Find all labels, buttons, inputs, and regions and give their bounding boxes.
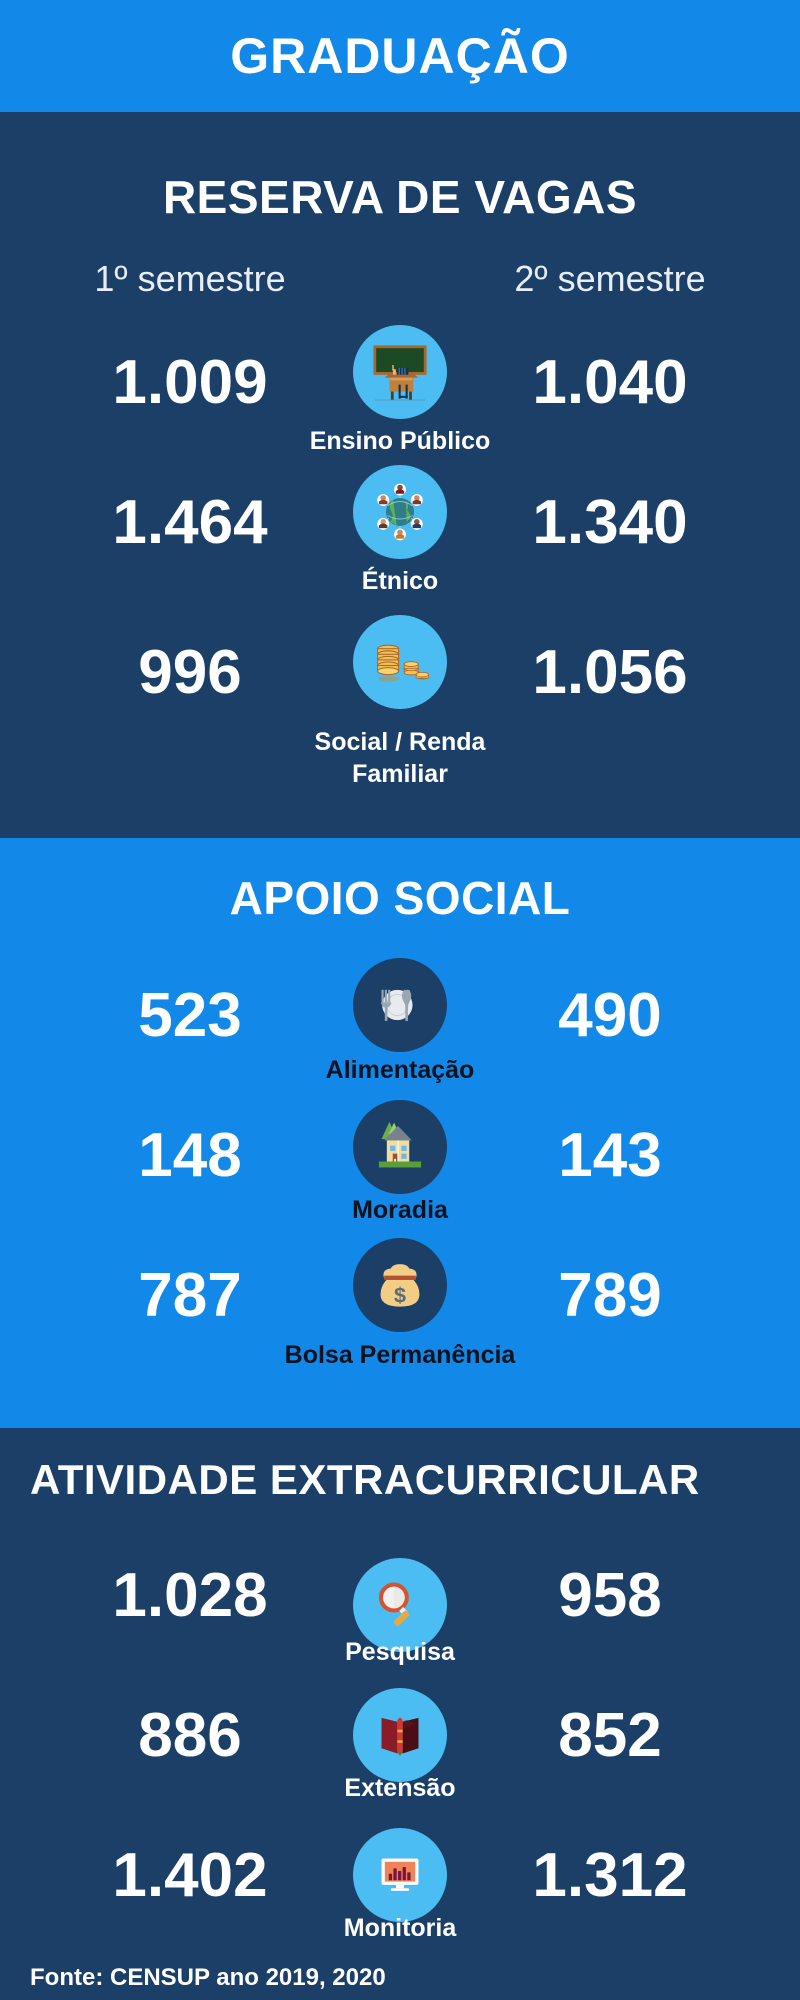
svg-text:$: $ bbox=[394, 1282, 406, 1307]
